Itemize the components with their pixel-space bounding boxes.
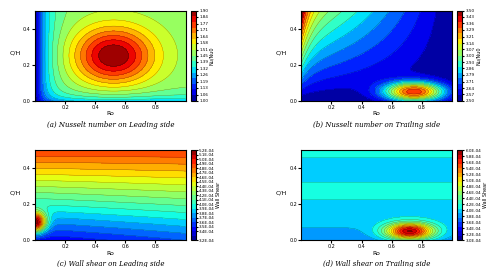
Y-axis label: C/H: C/H [9,190,20,195]
X-axis label: Ro: Ro [372,251,380,256]
Title: (a) Nusselt number on Leading side: (a) Nusselt number on Leading side [46,121,174,129]
Title: (b) Nusselt number on Trailing side: (b) Nusselt number on Trailing side [313,121,440,129]
Y-axis label: Nu/Nu0: Nu/Nu0 [476,46,481,65]
Y-axis label: Nu/Nu0: Nu/Nu0 [210,46,214,65]
Y-axis label: Wall Shear: Wall Shear [482,182,488,209]
X-axis label: Ro: Ro [106,111,114,116]
X-axis label: Ro: Ro [106,251,114,256]
Y-axis label: C/H: C/H [276,51,286,56]
Y-axis label: C/H: C/H [276,190,286,195]
Title: (c) Wall shear on Leading side: (c) Wall shear on Leading side [56,260,164,267]
Title: (d) Wall shear on Trailing side: (d) Wall shear on Trailing side [323,260,430,267]
Y-axis label: C/H: C/H [9,51,20,56]
Y-axis label: Wall Shear: Wall Shear [216,182,221,209]
X-axis label: Ro: Ro [372,111,380,116]
